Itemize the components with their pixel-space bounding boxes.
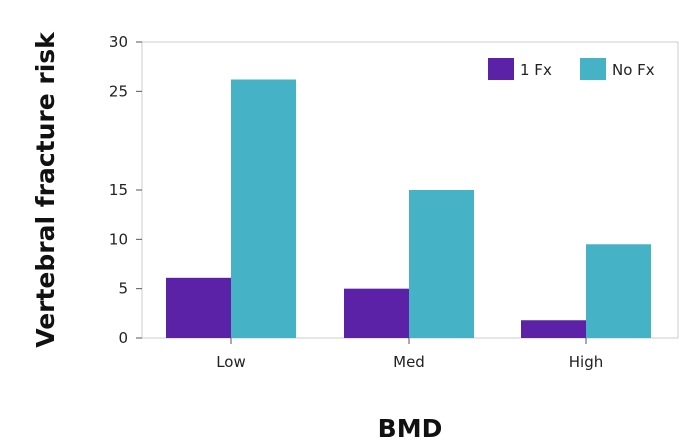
x-tick-label: Low <box>216 353 246 371</box>
legend-label: No Fx <box>612 61 655 79</box>
x-axis-ticks: Low Med High <box>216 338 603 371</box>
y-tick-label: 10 <box>109 230 128 248</box>
legend-swatch <box>580 58 606 80</box>
bar-high-no-fx <box>586 244 651 338</box>
legend-swatch <box>488 58 514 80</box>
bar-low-no-fx <box>231 79 296 338</box>
y-tick-label: 15 <box>109 181 128 199</box>
y-axis-ticks: 0 5 10 15 25 30 <box>109 33 142 347</box>
y-tick-label: 25 <box>109 82 128 100</box>
bars <box>166 79 651 338</box>
legend-label: 1 Fx <box>520 61 552 79</box>
x-axis-label: BMD <box>378 414 443 443</box>
y-tick-label: 30 <box>109 33 128 51</box>
x-tick-label: Med <box>393 353 425 371</box>
bar-med-no-fx <box>409 190 474 338</box>
bar-med-1-fx <box>344 288 409 338</box>
y-axis-label: Vertebral fracture risk <box>31 31 60 348</box>
bar-low-1-fx <box>166 277 231 338</box>
y-tick-label: 5 <box>118 280 128 298</box>
bar-high-1-fx <box>521 320 586 338</box>
legend: 1 Fx No Fx <box>488 58 655 80</box>
x-tick-label: High <box>569 353 603 371</box>
y-tick-label: 0 <box>118 329 128 347</box>
